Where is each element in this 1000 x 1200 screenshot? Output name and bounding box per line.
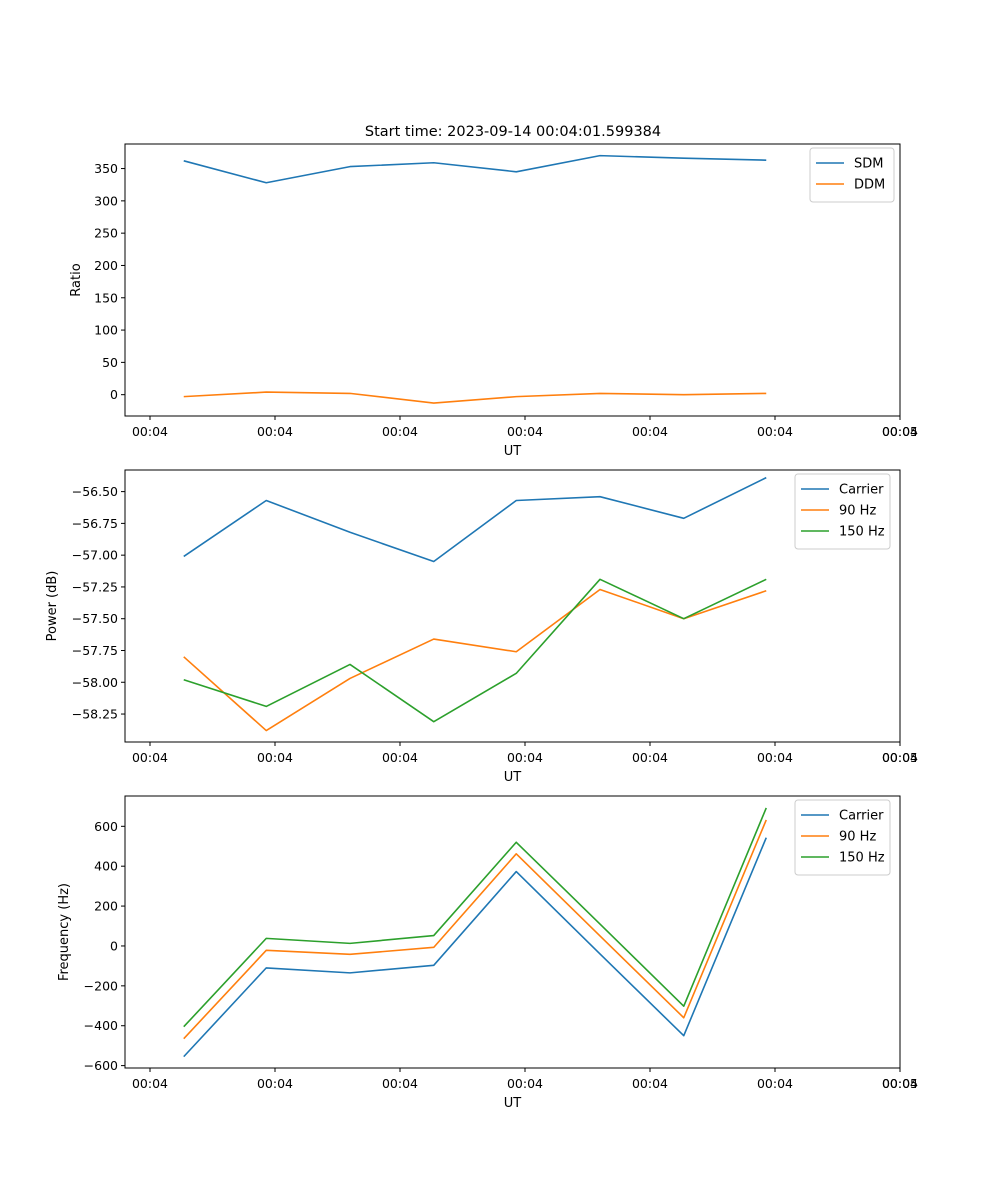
y-tick-label: 400	[94, 859, 118, 874]
x-tick-label: 00:04	[257, 750, 293, 765]
x-tick-label: 00:04	[382, 750, 418, 765]
y-tick-label: 0	[110, 387, 118, 402]
y-tick-label: −200	[84, 978, 118, 993]
y-axis-label: Ratio	[69, 263, 84, 296]
series-line-90-hz	[183, 819, 767, 1040]
legend: Carrier 90 Hz 150 Hz	[794, 799, 891, 876]
y-tick-label: 0	[110, 938, 118, 953]
x-tick-label: 00:04	[132, 424, 168, 439]
legend-label: SDM	[854, 157, 883, 172]
legend-box	[809, 147, 895, 203]
legend-label: DDM	[854, 178, 885, 193]
y-tick-label: 100	[94, 323, 118, 338]
y-tick-label: −56.50	[72, 484, 118, 499]
y-tick-label: 50	[102, 355, 118, 370]
x-axis-label: UT	[504, 1096, 522, 1111]
axes-frame	[124, 469, 901, 743]
x-tick-label: 00:04	[257, 424, 293, 439]
x-tick-label: 00:04	[382, 424, 418, 439]
y-tick-label: 150	[94, 290, 118, 305]
x-tick-label: 00:04	[632, 750, 668, 765]
x-tick-label-last: 00:05	[882, 750, 918, 765]
y-tick-label: −57.75	[72, 643, 118, 658]
y-tick-label: −57.00	[72, 548, 118, 563]
series-line-90-hz	[183, 588, 767, 732]
series-line-150-hz	[183, 578, 767, 723]
x-axis-label: UT	[504, 770, 522, 785]
y-tick-label: 250	[94, 226, 118, 241]
x-tick-label: 00:04	[507, 750, 543, 765]
y-tick-label: 200	[94, 258, 118, 273]
x-tick-label: 00:04	[257, 1076, 293, 1091]
y-tick-label: −58.00	[72, 675, 118, 690]
series-line-150-hz	[183, 807, 767, 1028]
x-tick-label: 00:04	[882, 750, 918, 765]
series-line-sdm	[183, 154, 767, 184]
y-tick-label: −57.25	[72, 579, 118, 594]
y-tick-label: −57.50	[72, 611, 118, 626]
series-line-carrier	[183, 476, 767, 563]
x-tick-label: 00:04	[757, 1076, 793, 1091]
legend-label: 90 Hz	[839, 504, 876, 519]
x-tick-label: 00:04	[632, 1076, 668, 1091]
x-axis-label: UT	[504, 444, 522, 459]
x-tick-label: 00:04	[132, 1076, 168, 1091]
x-tick-label-last: 00:05	[882, 1076, 918, 1091]
x-tick-label: 00:04	[507, 424, 543, 439]
y-tick-label: −400	[84, 1018, 118, 1033]
x-tick-label: 00:04	[632, 424, 668, 439]
y-tick-label: 200	[94, 899, 118, 914]
y-tick-label: 600	[94, 819, 118, 834]
figure-title: Start time: 2023-09-14 00:04:01.599384	[365, 124, 661, 140]
axes-frame	[124, 143, 901, 417]
axes-frame	[124, 795, 901, 1069]
legend-label: Carrier	[839, 809, 884, 824]
legend: SDM DDM	[809, 147, 895, 203]
y-tick-label: −58.25	[72, 707, 118, 722]
legend: Carrier 90 Hz 150 Hz	[794, 473, 891, 550]
y-tick-label: 350	[94, 161, 118, 176]
x-tick-label: 00:04	[382, 1076, 418, 1091]
y-tick-label: −600	[84, 1058, 118, 1073]
legend-label: 150 Hz	[839, 525, 885, 540]
legend-label: Carrier	[839, 483, 884, 498]
x-tick-label: 00:04	[507, 1076, 543, 1091]
x-tick-label: 00:04	[882, 424, 918, 439]
y-tick-label: 300	[94, 193, 118, 208]
series-line-ddm	[183, 391, 767, 404]
legend-label: 90 Hz	[839, 830, 876, 845]
legend-label: 150 Hz	[839, 851, 885, 866]
y-axis-label: Frequency (Hz)	[57, 883, 72, 981]
x-tick-label: 00:04	[757, 750, 793, 765]
x-tick-label-last: 00:05	[882, 424, 918, 439]
y-tick-label: −56.75	[72, 516, 118, 531]
x-tick-label: 00:04	[132, 750, 168, 765]
series-line-carrier	[183, 837, 767, 1058]
panel-2: −58.25 −58.00 −57.75 −57.50 −57.25 −57.00 −56.…	[45, 469, 918, 785]
x-tick-label: 00:04	[882, 1076, 918, 1091]
y-axis-label: Power (dB)	[45, 571, 60, 642]
x-tick-label: 00:04	[757, 424, 793, 439]
